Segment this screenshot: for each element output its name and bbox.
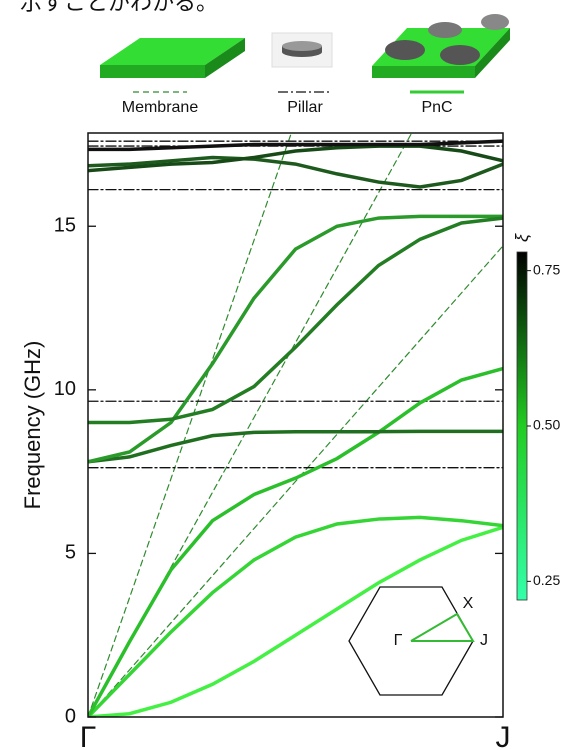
pnc-icon — [372, 14, 510, 78]
colorbar-gradient — [516, 251, 528, 601]
band-line — [88, 525, 503, 717]
legend-label: PnC — [421, 99, 452, 116]
inset — [348, 586, 475, 696]
y-tick-label: 10 — [54, 378, 76, 400]
band-line — [88, 144, 503, 173]
y-tick-label: 15 — [54, 215, 76, 237]
colorbar-tick-label: 0.50 — [533, 417, 560, 433]
legend-label: Pillar — [287, 99, 323, 116]
band-line — [88, 216, 503, 425]
pillar-icon — [271, 32, 333, 68]
band-line — [88, 155, 503, 189]
band-line — [88, 214, 503, 464]
y-axis-label: Frequency (GHz) — [20, 341, 45, 510]
membrane-icon — [100, 38, 245, 78]
band-line — [88, 245, 503, 717]
band-line — [88, 429, 503, 464]
y-tick-label: 0 — [65, 705, 76, 727]
inset-label: Γ — [394, 632, 403, 649]
x-tick-label: J — [496, 721, 511, 750]
colorbar: 0.25 0.50 0.75 ξ — [512, 233, 560, 601]
colorbar-tick-label: 0.25 — [533, 572, 560, 588]
y-tick-label: 5 — [65, 542, 76, 564]
colorbar-tick-label: 0.75 — [533, 261, 560, 277]
caption-fragment: 示すことがわかる。 — [20, 0, 218, 15]
band-line — [88, 133, 292, 717]
legend: Membrane Pillar PnC — [122, 90, 464, 116]
x-tick-label: Γ — [80, 721, 97, 750]
band-line — [88, 139, 503, 152]
legend-label: Membrane — [122, 99, 199, 116]
inset-label: X — [463, 595, 474, 612]
colorbar-label: ξ — [512, 233, 532, 242]
inset-label: J — [480, 632, 488, 649]
plot-frame — [87, 132, 504, 718]
band-line — [88, 515, 503, 717]
band-line — [88, 366, 503, 717]
plot-area — [88, 133, 503, 717]
